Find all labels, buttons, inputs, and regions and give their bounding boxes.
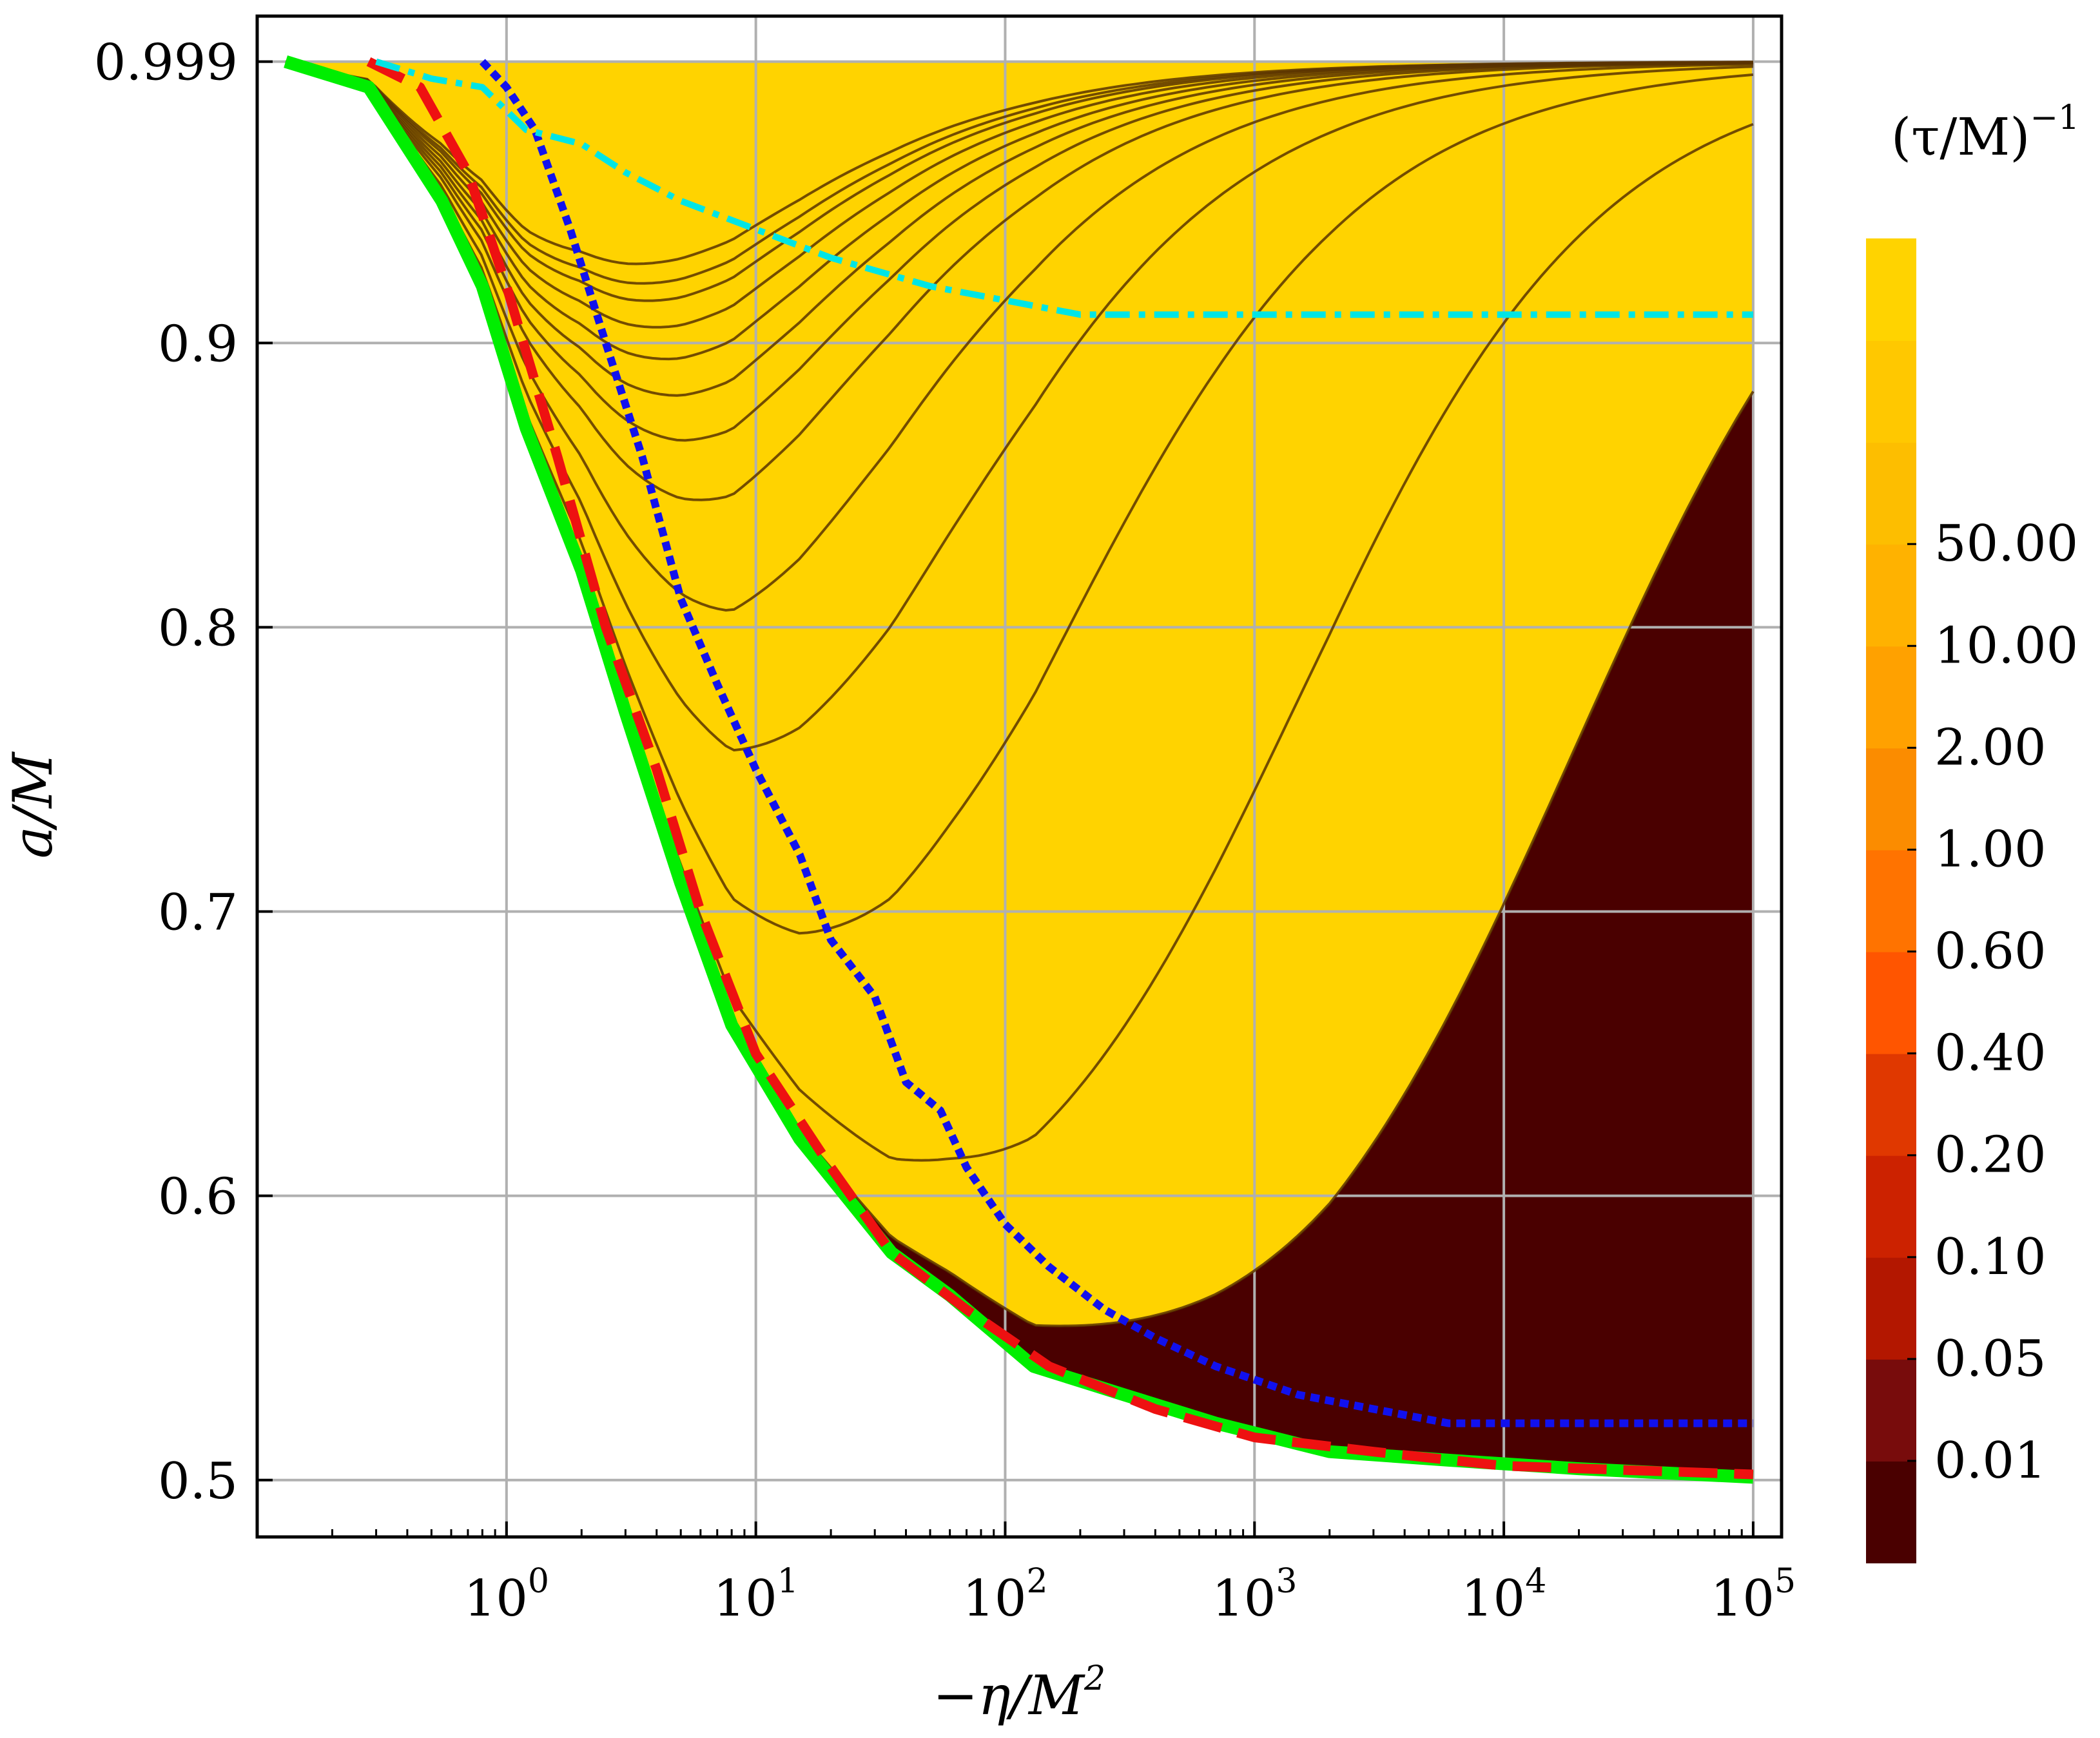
colorbar-swatch <box>1866 1053 1916 1156</box>
colorbar-label: 0.05 <box>1934 1330 2047 1388</box>
colorbar-swatch <box>1866 951 1916 1054</box>
x-tick-exp: 3 <box>1276 1562 1297 1601</box>
x-axis-label-sup: 2 <box>1084 1659 1105 1698</box>
colorbar: 0.01 0.05 0.10 0.20 0.40 0.60 1.00 2.00 10.00 50.… <box>1866 238 2078 1563</box>
series-line-blue-dotted <box>479 59 1753 1427</box>
colorbar-label: 10.00 <box>1934 617 2078 675</box>
x-tick-label: 100 <box>464 1562 549 1628</box>
y-tick-label: 0.7 <box>158 884 238 942</box>
y-tick-label: 0.6 <box>158 1168 238 1226</box>
x-tick-base: 10 <box>464 1570 528 1628</box>
x-tick-label: 105 <box>1711 1562 1796 1628</box>
colorbar-label: 0.01 <box>1934 1432 2047 1490</box>
colorbar-swatch <box>1866 1155 1916 1258</box>
y-tick-label: 0.8 <box>158 599 238 657</box>
x-tick-base: 10 <box>1711 1570 1774 1628</box>
contour-line <box>285 60 1753 501</box>
y-axis-label: a/M <box>1 751 64 858</box>
colorbar-swatch <box>1866 442 1916 545</box>
colorbar-label: 0.40 <box>1934 1025 2047 1083</box>
colorbar-label: 0.60 <box>1934 923 2047 981</box>
x-tick-base: 10 <box>962 1570 1026 1628</box>
colorbar-label: 1.00 <box>1934 820 2047 878</box>
grid-lines <box>257 16 1782 1537</box>
series-lines <box>284 55 1754 1484</box>
x-tick-label: 103 <box>1212 1562 1297 1628</box>
x-tick-label: 101 <box>713 1562 798 1628</box>
contour-line <box>285 60 1753 752</box>
x-tick-base: 10 <box>1461 1570 1525 1628</box>
colorbar-title: (τ/M)−1 <box>1891 99 2079 167</box>
colorbar-swatch <box>1866 238 1916 342</box>
colorbar-label: 0.20 <box>1934 1126 2047 1184</box>
x-tick-exp: 0 <box>528 1562 549 1601</box>
x-axis-label-main: −η/M <box>933 1664 1085 1727</box>
colorbar-label: 2.00 <box>1934 719 2047 777</box>
colorbar-title-main: (τ/M) <box>1891 107 2030 167</box>
y-tick-label: 0.5 <box>158 1453 238 1511</box>
x-tick-exp: 4 <box>1525 1562 1546 1601</box>
contour-line <box>285 60 1753 442</box>
colorbar-label: 0.10 <box>1934 1228 2047 1286</box>
x-axis-ticks: 100 101 102 103 104 105 <box>331 1521 1796 1628</box>
colorbar-swatch <box>1866 849 1916 952</box>
colorbar-swatch <box>1866 1358 1916 1462</box>
colorbar-swatch <box>1866 748 1916 851</box>
y-tick-label: 0.9 <box>158 315 238 373</box>
x-tick-label: 104 <box>1461 1562 1546 1628</box>
plot-frame <box>255 14 1784 1539</box>
colorbar-title-sup: −1 <box>2030 99 2079 137</box>
x-tick-exp: 2 <box>1027 1562 1048 1601</box>
colorbar-label: 50.00 <box>1934 515 2078 573</box>
colorbar-swatch <box>1866 340 1916 443</box>
y-tick-label: 0.999 <box>94 34 238 92</box>
x-tick-exp: 5 <box>1774 1562 1796 1601</box>
colorbar-swatch <box>1866 646 1916 749</box>
colorbar-swatch <box>1866 544 1916 647</box>
x-axis-label: −η/M2 <box>933 1659 1105 1727</box>
colorbar-swatch <box>1866 1460 1916 1563</box>
x-tick-base: 10 <box>713 1570 777 1628</box>
series-line-green-solid <box>284 55 1754 1484</box>
x-tick-base: 10 <box>1212 1570 1276 1628</box>
x-tick-exp: 1 <box>777 1562 799 1601</box>
colorbar-swatch <box>1866 1257 1916 1360</box>
series-line-red-dashed <box>366 57 1754 1480</box>
x-tick-label: 102 <box>962 1562 1047 1628</box>
y-axis-ticks: 0.5 0.6 0.7 0.8 0.9 0.999 <box>94 34 273 1511</box>
